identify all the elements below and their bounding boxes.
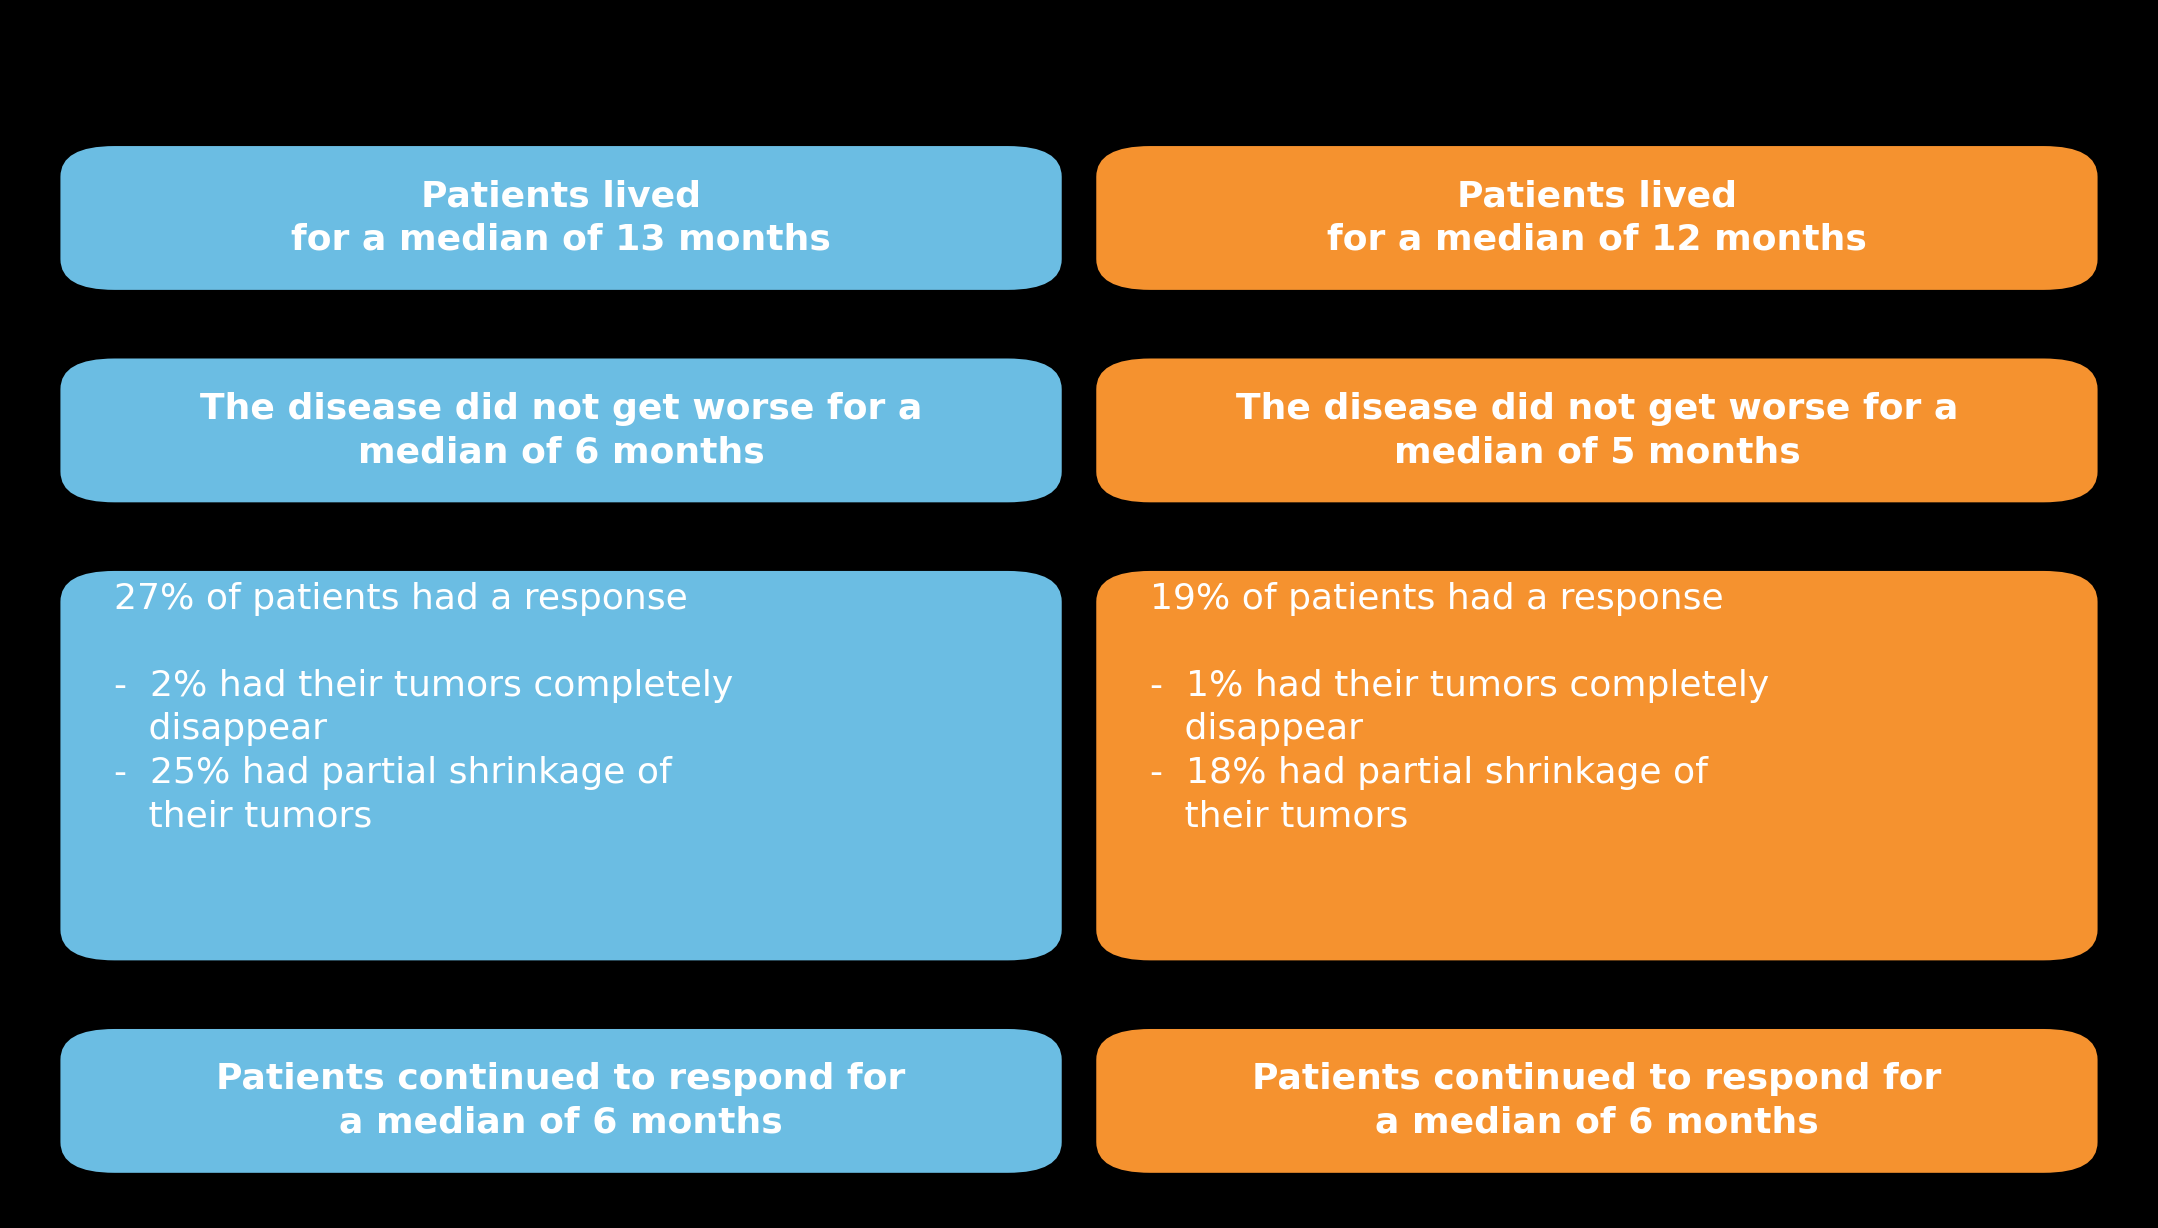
- FancyBboxPatch shape: [60, 359, 1062, 502]
- Text: The disease did not get worse for a
median of 6 months: The disease did not get worse for a medi…: [201, 392, 921, 469]
- Text: 19% of patients had a response

-  1% had their tumors completely
   disappear
-: 19% of patients had a response - 1% had …: [1150, 582, 1770, 834]
- Text: 27% of patients had a response

-  2% had their tumors completely
   disappear
-: 27% of patients had a response - 2% had …: [114, 582, 734, 834]
- FancyBboxPatch shape: [1096, 146, 2098, 290]
- FancyBboxPatch shape: [1096, 1029, 2098, 1173]
- Text: Patients lived
for a median of 12 months: Patients lived for a median of 12 months: [1327, 179, 1867, 257]
- FancyBboxPatch shape: [60, 146, 1062, 290]
- FancyBboxPatch shape: [1096, 359, 2098, 502]
- Text: Patients continued to respond for
a median of 6 months: Patients continued to respond for a medi…: [1252, 1062, 1942, 1140]
- Text: Patients continued to respond for
a median of 6 months: Patients continued to respond for a medi…: [216, 1062, 906, 1140]
- FancyBboxPatch shape: [60, 571, 1062, 960]
- Text: The disease did not get worse for a
median of 5 months: The disease did not get worse for a medi…: [1237, 392, 1957, 469]
- Text: Patients lived
for a median of 13 months: Patients lived for a median of 13 months: [291, 179, 831, 257]
- FancyBboxPatch shape: [1096, 571, 2098, 960]
- FancyBboxPatch shape: [60, 1029, 1062, 1173]
